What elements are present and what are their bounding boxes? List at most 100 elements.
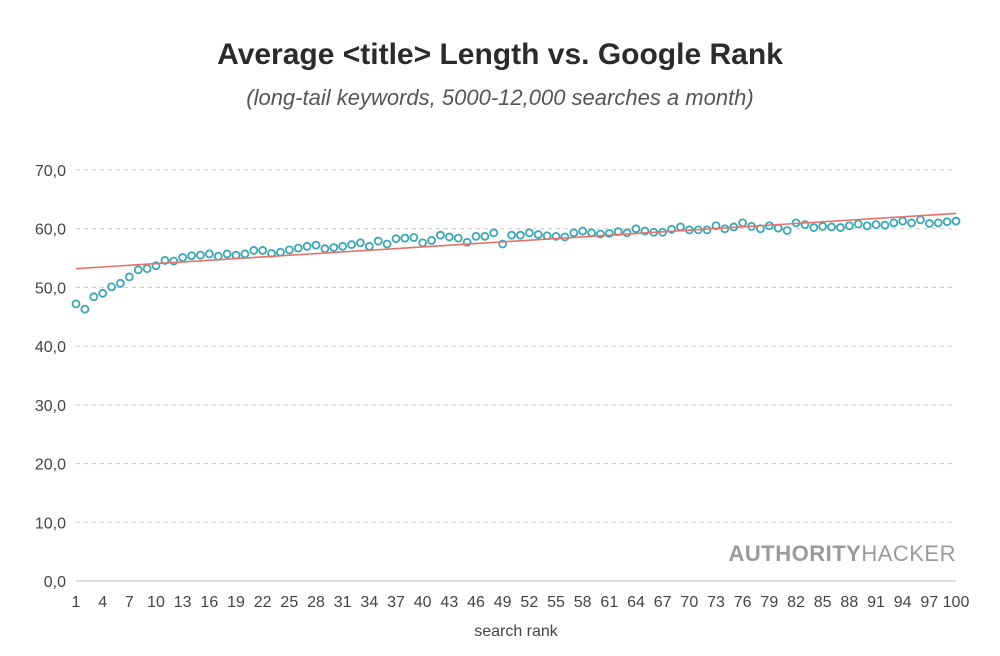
data-point	[631, 224, 641, 234]
data-point	[453, 233, 463, 243]
y-tick-label: 10,0	[35, 515, 66, 532]
data-point	[622, 228, 632, 238]
data-point	[569, 228, 579, 238]
data-point	[116, 278, 125, 288]
x-tick-label: 85	[814, 594, 832, 611]
chart-title: Average <title> Length vs. Google Rank	[217, 38, 783, 71]
x-tick-label: 73	[707, 594, 725, 611]
x-tick-label: 97	[920, 594, 938, 611]
data-point	[809, 223, 819, 232]
data-point	[373, 236, 383, 246]
watermark-bold: AUTHORITY	[728, 541, 861, 566]
data-point	[818, 221, 828, 231]
x-tick-label: 91	[867, 594, 885, 611]
data-point	[356, 238, 365, 248]
data-point	[782, 226, 792, 235]
data-point	[196, 250, 205, 260]
data-point	[187, 251, 196, 261]
x-tick-label: 37	[387, 594, 405, 611]
data-point	[587, 228, 596, 238]
data-point	[533, 230, 543, 239]
x-axis-label: search rank	[474, 623, 559, 640]
x-tick-label: 16	[200, 594, 218, 611]
data-point	[213, 251, 223, 261]
data-points	[71, 215, 961, 314]
data-point	[827, 222, 836, 232]
data-point	[364, 241, 374, 251]
data-point	[240, 249, 250, 259]
x-tick-label: 88	[840, 594, 858, 611]
data-point	[924, 219, 934, 228]
data-point	[436, 230, 445, 240]
data-point	[249, 246, 259, 255]
data-point	[844, 221, 854, 231]
x-tick-label: 82	[787, 594, 805, 611]
data-point	[516, 230, 525, 240]
data-point	[142, 264, 152, 274]
trendline-layer	[75, 212, 957, 270]
trendline	[75, 212, 957, 270]
data-point	[258, 246, 268, 255]
data-point	[836, 223, 845, 232]
data-point	[676, 222, 685, 232]
data-point	[382, 239, 392, 249]
data-point	[871, 220, 881, 230]
data-point	[418, 238, 428, 248]
x-tick-label: 79	[760, 594, 778, 611]
data-point	[524, 228, 534, 238]
x-tick-label: 25	[280, 594, 298, 611]
data-point	[320, 244, 330, 254]
data-point	[338, 241, 348, 251]
y-tick-label: 20,0	[35, 457, 66, 474]
data-point	[80, 304, 90, 314]
data-point	[222, 249, 232, 259]
data-point	[773, 223, 783, 233]
x-tick-label: 61	[600, 594, 618, 611]
data-point	[302, 241, 312, 251]
watermark: AUTHORITYHACKER	[728, 541, 956, 566]
data-point	[409, 233, 419, 242]
data-point	[427, 236, 436, 245]
data-point	[276, 247, 285, 257]
x-tick-label: 100	[943, 594, 970, 611]
data-point	[89, 292, 99, 302]
data-point	[107, 282, 116, 292]
y-tick-label: 60,0	[35, 222, 66, 239]
data-point	[480, 231, 490, 241]
watermark-light: HACKER	[861, 541, 956, 566]
data-point	[444, 232, 454, 242]
data-point	[284, 245, 294, 255]
x-tick-label: 7	[125, 594, 134, 611]
data-point	[916, 215, 925, 225]
data-point	[898, 216, 908, 226]
data-point	[738, 218, 748, 228]
data-point	[507, 230, 516, 240]
x-tick-label: 1	[72, 594, 81, 611]
data-point	[951, 216, 961, 226]
data-point	[98, 288, 108, 298]
x-tick-label: 49	[494, 594, 512, 611]
data-point	[293, 243, 303, 253]
y-tick-label: 0,0	[44, 574, 66, 591]
data-point	[347, 240, 356, 249]
x-axis-ticks: 1 4 7 10 13 16 19 22 25 28 31 34 37 40 43 46 49 52 55 58 61 6…	[72, 594, 970, 611]
x-tick-label: 58	[574, 594, 592, 611]
data-point	[880, 220, 890, 230]
data-point	[204, 249, 214, 259]
x-tick-label: 67	[654, 594, 672, 611]
x-tick-label: 10	[147, 594, 165, 611]
data-point	[400, 233, 410, 243]
y-tick-label: 70,0	[35, 163, 66, 180]
x-tick-label: 13	[174, 594, 192, 611]
x-tick-label: 40	[414, 594, 432, 611]
x-tick-label: 28	[307, 594, 325, 611]
x-tick-label: 94	[894, 594, 912, 611]
x-tick-label: 43	[440, 594, 458, 611]
y-tick-label: 40,0	[35, 339, 66, 356]
data-point	[560, 232, 570, 242]
data-point	[329, 243, 339, 252]
data-point	[853, 219, 863, 229]
data-point	[907, 218, 916, 228]
y-axis-ticks: 0,0 10,0 20,0 30,0 40,0 50,0 60,0 70,0	[35, 163, 66, 591]
